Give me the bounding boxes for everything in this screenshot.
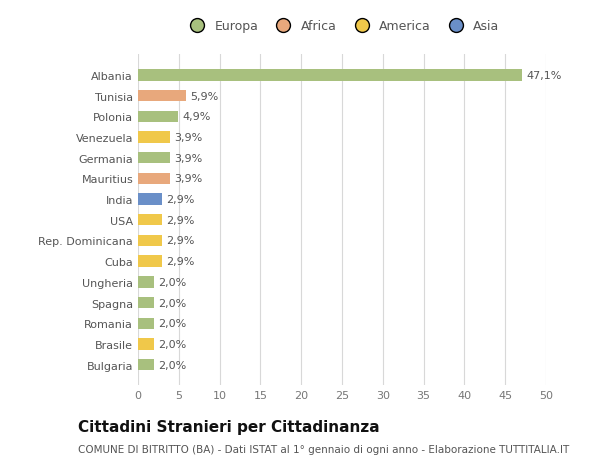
- Bar: [138, 112, 178, 123]
- Text: 2,9%: 2,9%: [166, 236, 194, 246]
- Text: 5,9%: 5,9%: [190, 91, 218, 101]
- Bar: [138, 277, 154, 288]
- Bar: [138, 297, 154, 308]
- Text: 2,9%: 2,9%: [166, 215, 194, 225]
- Text: 2,0%: 2,0%: [158, 339, 187, 349]
- Text: 2,0%: 2,0%: [158, 298, 187, 308]
- Bar: [138, 339, 154, 350]
- Bar: [138, 91, 186, 102]
- Bar: [138, 194, 161, 205]
- Bar: [138, 70, 523, 81]
- Text: 47,1%: 47,1%: [526, 71, 562, 81]
- Text: 3,9%: 3,9%: [174, 174, 202, 184]
- Bar: [138, 359, 154, 370]
- Text: 2,9%: 2,9%: [166, 195, 194, 205]
- Text: 2,0%: 2,0%: [158, 360, 187, 370]
- Text: 3,9%: 3,9%: [174, 153, 202, 163]
- Text: 2,0%: 2,0%: [158, 277, 187, 287]
- Bar: [138, 174, 170, 185]
- Bar: [138, 256, 161, 267]
- Bar: [138, 235, 161, 246]
- Bar: [138, 215, 161, 226]
- Text: COMUNE DI BITRITTO (BA) - Dati ISTAT al 1° gennaio di ogni anno - Elaborazione T: COMUNE DI BITRITTO (BA) - Dati ISTAT al …: [78, 444, 569, 454]
- Text: 3,9%: 3,9%: [174, 133, 202, 143]
- Legend: Europa, Africa, America, Asia: Europa, Africa, America, Asia: [179, 15, 505, 38]
- Bar: [138, 318, 154, 329]
- Bar: [138, 132, 170, 143]
- Text: 4,9%: 4,9%: [182, 112, 211, 122]
- Bar: [138, 153, 170, 164]
- Text: Cittadini Stranieri per Cittadinanza: Cittadini Stranieri per Cittadinanza: [78, 419, 380, 434]
- Text: 2,9%: 2,9%: [166, 257, 194, 267]
- Text: 2,0%: 2,0%: [158, 319, 187, 329]
